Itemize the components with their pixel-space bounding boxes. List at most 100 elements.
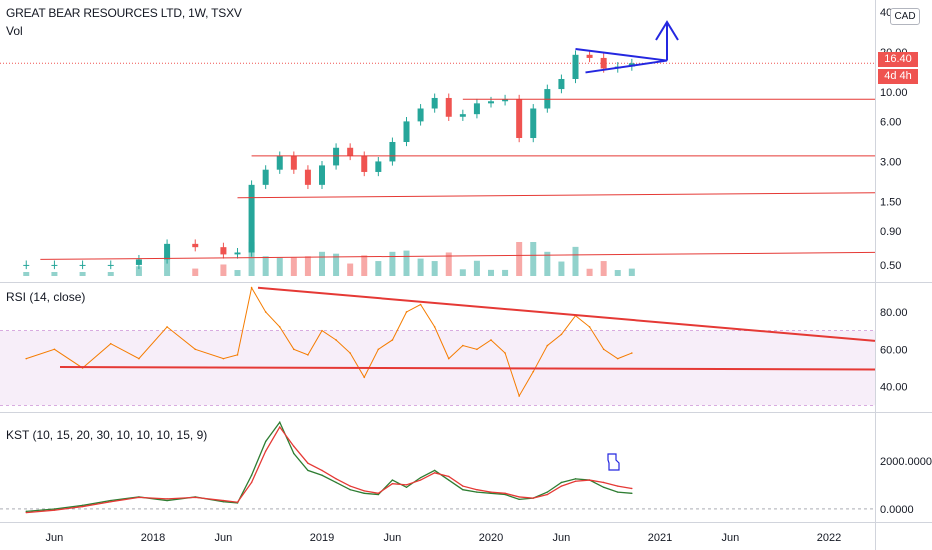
candle-body bbox=[304, 169, 311, 185]
kst-signal-point bbox=[617, 485, 619, 487]
rsi-point bbox=[462, 344, 464, 347]
rsi-point bbox=[377, 348, 380, 351]
kst-point bbox=[448, 479, 450, 481]
rsi-point bbox=[278, 326, 281, 328]
last-price-tag: 16.40 bbox=[878, 52, 918, 67]
kst-signal-point bbox=[363, 490, 365, 492]
support-level-line bbox=[237, 192, 876, 199]
rsi-point bbox=[264, 311, 267, 313]
kst-point bbox=[433, 469, 436, 472]
volume-bar bbox=[488, 269, 494, 276]
x-tick-label: 2019 bbox=[310, 532, 334, 544]
chart-title: GREAT BEAR RESOURCES LTD, 1W, TSXV bbox=[6, 6, 242, 20]
kst-signal-point bbox=[433, 472, 436, 474]
volume-bar bbox=[276, 257, 283, 276]
kst-signal-point bbox=[546, 493, 549, 496]
volume-bar bbox=[220, 264, 227, 276]
x-tick-label: Jun bbox=[215, 532, 233, 544]
candle-body bbox=[558, 78, 565, 90]
candle-body bbox=[192, 243, 199, 248]
currency-badge[interactable]: CAD bbox=[890, 8, 920, 25]
kst-signal-point bbox=[293, 445, 295, 448]
volume-bar bbox=[107, 272, 114, 276]
kst-title: KST (10, 15, 20, 30, 10, 10, 10, 15, 9) bbox=[6, 428, 208, 442]
kst-signal-point bbox=[377, 492, 380, 495]
kst-signal-point bbox=[250, 481, 253, 484]
kst-signal-point bbox=[53, 509, 56, 511]
rsi-point bbox=[321, 329, 323, 332]
rsi-point bbox=[433, 326, 436, 328]
kst-signal-point bbox=[532, 497, 534, 499]
x-tick-label: 2021 bbox=[648, 532, 672, 544]
rsi-point bbox=[616, 357, 619, 360]
kst-signal-point bbox=[462, 485, 464, 487]
rsi-point bbox=[25, 357, 28, 360]
price-tick-label: 0.50 bbox=[880, 260, 901, 272]
price-tick-label: 0.90 bbox=[880, 226, 901, 238]
kst-signal-point bbox=[391, 482, 394, 485]
candle-body bbox=[459, 114, 466, 117]
volume-bar bbox=[614, 270, 621, 276]
kst-point bbox=[602, 486, 605, 488]
volume-bar bbox=[135, 266, 142, 276]
x-tick-label: 2020 bbox=[479, 532, 503, 544]
candle-body bbox=[403, 121, 410, 142]
kst-point bbox=[293, 452, 295, 455]
volume-bar bbox=[473, 260, 480, 276]
rsi-resistance-trendline bbox=[257, 286, 876, 342]
candle-body bbox=[417, 108, 424, 122]
volume-bar bbox=[51, 272, 58, 276]
volume-bar bbox=[502, 269, 509, 276]
volume-bar bbox=[319, 251, 325, 276]
candle-body bbox=[23, 264, 30, 266]
breakout-arrow-head bbox=[655, 20, 679, 41]
candle-body bbox=[319, 165, 325, 185]
candle-body bbox=[431, 97, 438, 109]
rsi-point bbox=[194, 348, 197, 351]
kst-signal-point bbox=[335, 478, 337, 480]
volume-bar bbox=[164, 255, 171, 276]
candle-body bbox=[290, 155, 297, 170]
kst-signal-point bbox=[81, 505, 84, 508]
kst-point bbox=[631, 492, 633, 495]
kst-point bbox=[518, 498, 520, 501]
volume-bar bbox=[459, 269, 466, 276]
support-level-line bbox=[40, 251, 876, 260]
kst-point bbox=[504, 493, 506, 496]
kst-signal-point bbox=[602, 481, 605, 484]
candle-body bbox=[234, 252, 241, 255]
volume-bar bbox=[417, 258, 424, 276]
x-tick-label: Jun bbox=[46, 532, 64, 544]
kst-signal-point bbox=[588, 479, 591, 481]
kst-signal-point bbox=[518, 496, 520, 498]
rsi-point bbox=[504, 352, 506, 354]
volume-bar bbox=[586, 268, 593, 276]
rsi-point bbox=[363, 376, 366, 379]
volume-bar bbox=[558, 261, 565, 276]
volume-bar bbox=[544, 251, 551, 276]
kst-signal-point bbox=[349, 485, 351, 487]
rsi-point bbox=[602, 348, 605, 351]
candle-body bbox=[333, 147, 340, 166]
price-tick-label: 10.00 bbox=[880, 87, 908, 99]
kst-point bbox=[490, 492, 492, 495]
rsi-point bbox=[307, 354, 309, 356]
kst-point bbox=[166, 499, 168, 502]
kst-point bbox=[405, 486, 408, 488]
rsi-point bbox=[166, 326, 168, 328]
volume-bar bbox=[333, 253, 340, 276]
rsi-tick-label: 40.00 bbox=[880, 382, 908, 394]
rsi-point bbox=[546, 344, 549, 347]
kst-signal-point bbox=[222, 499, 225, 502]
rsi-point bbox=[419, 303, 422, 306]
candle-body bbox=[572, 54, 579, 79]
volume-bar bbox=[628, 268, 635, 276]
volume-bar bbox=[248, 242, 255, 276]
kst-point bbox=[560, 481, 563, 484]
kst-signal-point bbox=[490, 491, 492, 493]
kst-signal-point bbox=[110, 501, 112, 503]
rsi-point bbox=[560, 333, 563, 336]
rsi-title: RSI (14, close) bbox=[6, 290, 86, 304]
candle-body bbox=[276, 155, 283, 170]
